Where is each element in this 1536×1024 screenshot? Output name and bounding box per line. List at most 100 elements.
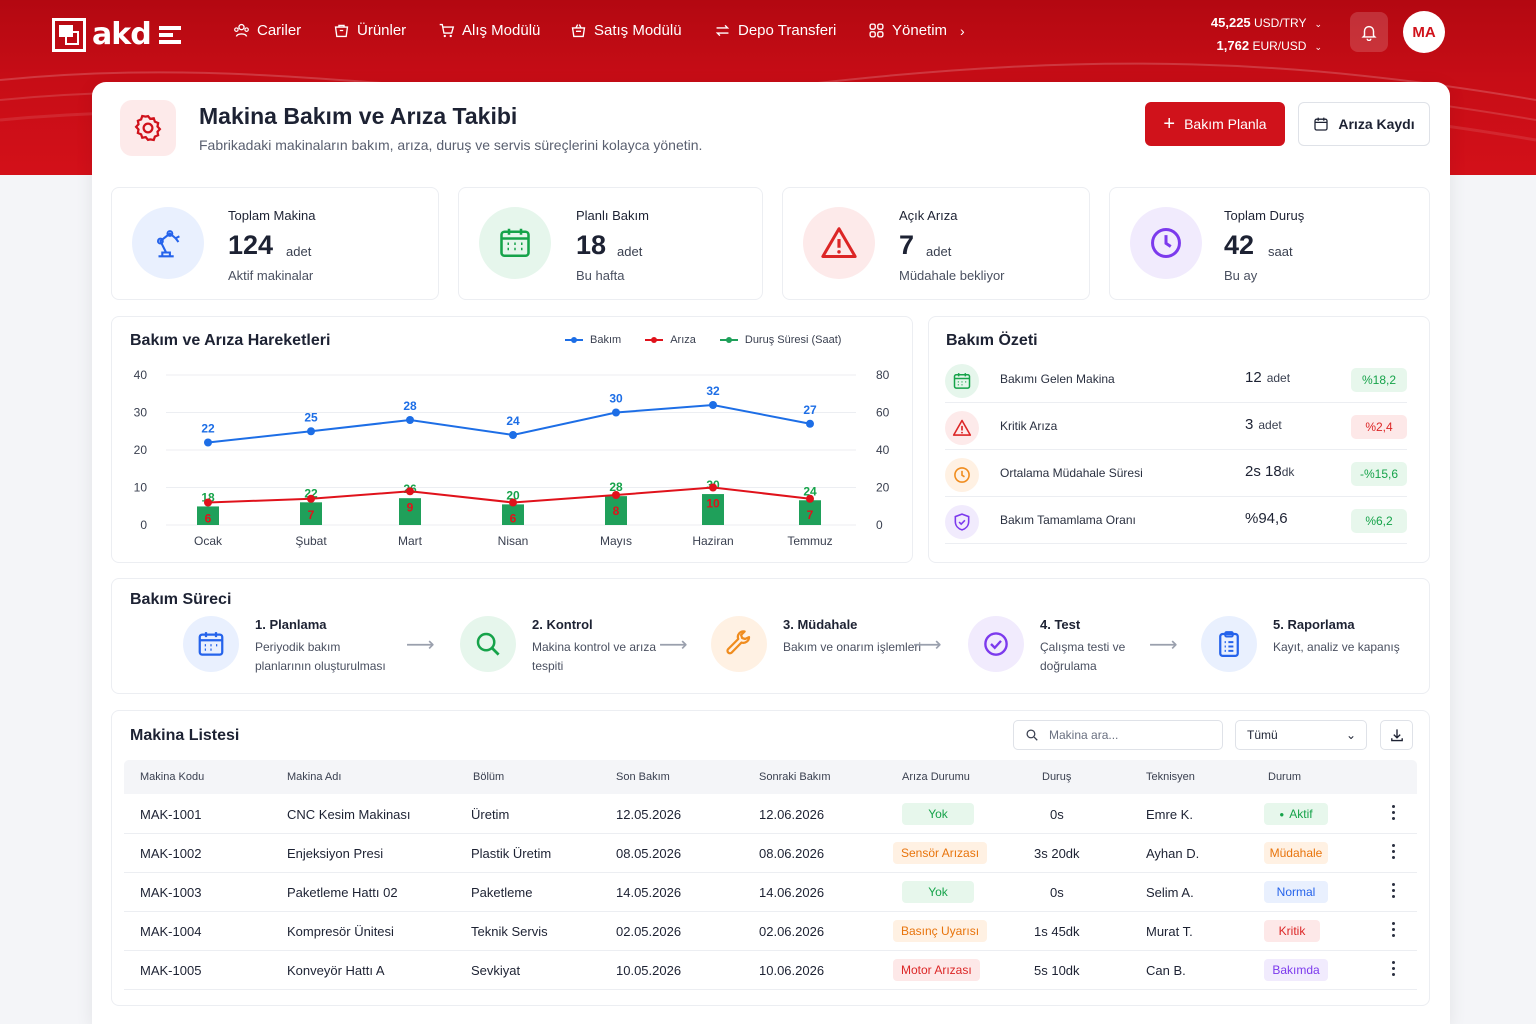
nav-item-satis-modulu[interactable]: Satış Modülü [570,22,682,39]
nav-item-yonetim[interactable]: Yönetim › [868,22,965,39]
column-header[interactable]: Sonraki Bakım [759,771,831,783]
data-point-bakim [612,408,620,417]
legend-item-durus[interactable]: Duruş Süresi (Saat) [719,334,841,346]
column-header[interactable]: Son Bakım [616,771,670,783]
summary-change-badge: %6,2 [1351,509,1407,533]
table-row[interactable]: MAK-1005 Konveyör Hattı A Sevkiyat 10.05… [124,951,1417,990]
kpi-card-open-faults: Açık Arıza 7 adet Müdahale bekliyor [782,187,1090,300]
cell-downtime: 0s [1050,807,1064,822]
search-icon [1026,729,1038,741]
table-row[interactable]: MAK-1002 Enjeksiyon Presi Plastik Üretim… [124,834,1417,873]
table-row[interactable]: MAK-1001 CNC Kesim Makinası Üretim 12.05… [124,795,1417,834]
y-right-tick-label: 40 [876,443,890,457]
legend-item-bakim[interactable]: Bakım [565,334,621,346]
summary-change-badge: %2,4 [1351,415,1407,439]
nav-item-alis-modulu[interactable]: Alış Modülü [438,22,540,39]
process-step-title: 3. Müdahale [783,617,858,632]
data-label-bakim: 24 [506,414,520,428]
table-row[interactable]: MAK-1004 Kompresör Ünitesi Teknik Servis… [124,912,1417,951]
currency-rates[interactable]: 45,225 USD/TRY ⌄ 1,762 EUR/USD ⌄ [1211,12,1322,58]
column-header[interactable]: Duruş [1042,771,1072,783]
cell-technician: Can B. [1146,963,1186,978]
process-step-title: 4. Test [1040,617,1081,632]
data-label-ariza: 10 [706,497,720,511]
x-tick-label: Mayıs [600,534,632,548]
x-tick-label: Şubat [295,534,327,548]
cell-technician: Emre K. [1146,807,1193,822]
status-badge: ● Aktif [1264,803,1328,825]
data-point-bakim [806,419,814,428]
x-tick-label: Nisan [498,534,529,548]
fault-status-badge: Motor Arızası [893,959,980,981]
nav-item-depo-transferi[interactable]: Depo Transferi [714,22,836,39]
machine-list-card [111,710,1430,1006]
chevron-down-icon: ⌄ [1345,728,1356,742]
summary-change-badge: -%15,6 [1351,462,1407,486]
more-options-icon[interactable] [1390,961,1396,976]
data-label-ariza: 6 [510,512,517,526]
nav-label: Satış Modülü [594,22,682,39]
data-label-ariza: 7 [807,508,814,522]
more-options-icon[interactable] [1390,805,1396,820]
cell-downtime: 0s [1050,885,1064,900]
transfer-icon [715,24,730,37]
brand-logo[interactable]: akd [52,17,181,52]
robot-arm-icon [132,207,204,279]
machine-list-title: Makina Listesi [130,727,240,744]
table-row[interactable]: MAK-1003 Paketleme Hattı 02 Paketleme 14… [124,873,1417,912]
more-options-icon[interactable] [1390,844,1396,859]
column-header[interactable]: Makina Kodu [140,771,205,783]
usd-rate[interactable]: 45,225 USD/TRY ⌄ [1210,15,1322,30]
process-step-desc: Periyodik bakım planlarının oluşturulmas… [255,640,386,673]
cell-code: MAK-1003 [140,885,202,900]
summary-row: Ortalama Müdahale Süresi 2s 18dk -%15,6 [945,453,1407,497]
box-icon [334,24,349,38]
data-label-bakim: 28 [403,399,417,413]
cell-downtime: 5s 10dk [1034,963,1080,978]
chart-legend: Bakım Arıza Duruş Süresi (Saat) [565,334,841,346]
process-step-desc: Makina kontrol ve arıza tespiti [532,640,657,673]
fault-status-badge: Yok [902,803,974,825]
fault-record-button[interactable]: Arıza Kaydı [1298,102,1430,146]
x-tick-label: Mart [398,534,423,548]
more-options-icon[interactable] [1390,883,1396,898]
avatar[interactable]: MA [1403,11,1445,53]
cell-downtime: 3s 20dk [1034,846,1080,861]
cell-technician: Ayhan D. [1146,846,1200,861]
bar-data-label: 20 [506,488,520,502]
nav-item-cariler[interactable]: Cariler [233,22,301,39]
column-header[interactable]: Bölüm [473,771,505,783]
summary-row: Bakımı Gelen Makina 12 adet %18,2 [945,359,1407,403]
column-header[interactable]: Makina Adı [287,771,342,783]
data-label-bakim: 22 [201,422,215,436]
legend-item-ariza[interactable]: Arıza [645,334,696,346]
cell-name: Enjeksiyon Presi [287,846,384,861]
users-icon [234,23,249,37]
bar-durus [605,496,627,525]
summary-row-value: 2s 18dk [1245,463,1295,480]
eur-rate[interactable]: 1,762 EUR/USD ⌄ [1216,38,1322,53]
status-filter-select[interactable]: Tümü ⌄ [1235,720,1367,750]
cell-next-maintenance: 14.06.2026 [759,885,825,900]
data-point-bakim [509,431,517,439]
machine-search-input[interactable]: Makina ara... [1013,720,1223,750]
x-tick-label: Haziran [692,534,733,548]
column-header[interactable]: Arıza Durumu [902,771,970,783]
process-step-desc: Kayıt, analiz ve kapanış [1273,640,1400,654]
fault-status-badge: Basınç Uyarısı [893,920,988,942]
notifications-button[interactable] [1350,12,1388,52]
x-tick-label: Ocak [194,534,223,548]
download-button[interactable] [1380,720,1413,750]
basket-icon [571,24,586,38]
nav-item-urunler[interactable]: Ürünler [333,22,406,39]
nav-label: Cariler [257,22,302,39]
bar-durus [502,504,524,525]
y-right-tick-label: 0 [876,518,883,532]
column-header[interactable]: Teknisyen [1146,771,1195,783]
column-header[interactable]: Durum [1268,771,1302,783]
chart-title: Bakım ve Arıza Hareketleri [130,332,331,349]
cell-name: CNC Kesim Makinası [287,807,411,822]
plan-maintenance-button[interactable]: + Bakım Planla [1145,102,1285,146]
cell-next-maintenance: 10.06.2026 [759,963,825,978]
more-options-icon[interactable] [1390,922,1396,937]
